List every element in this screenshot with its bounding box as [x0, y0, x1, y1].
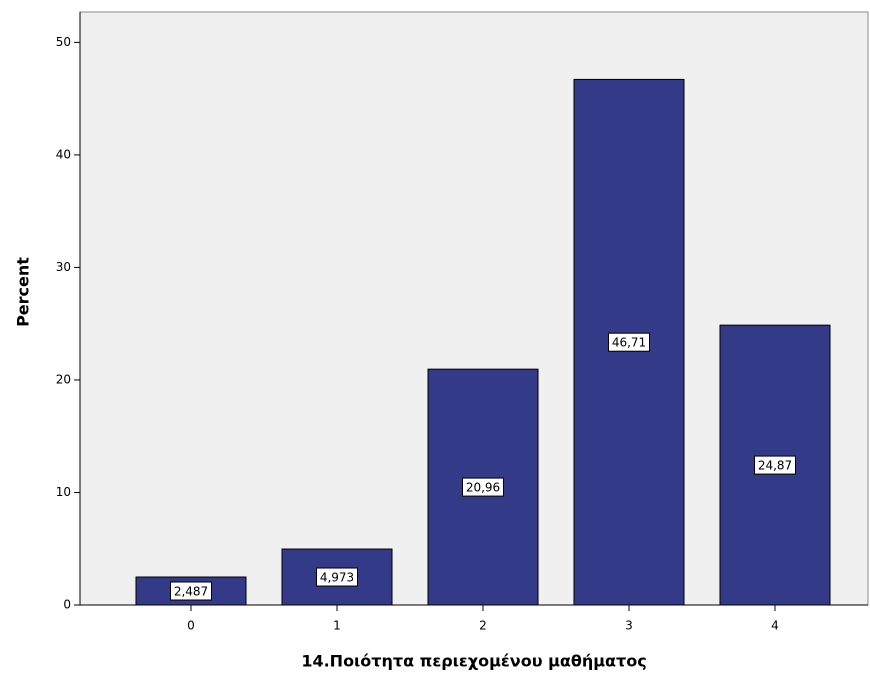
value-label: 46,71	[612, 336, 646, 350]
y-tick-label: 0	[63, 598, 71, 612]
x-tick-label: 2	[479, 619, 487, 633]
y-tick-label: 40	[56, 147, 71, 161]
x-tick-label: 4	[771, 619, 779, 633]
y-tick-label: 20	[56, 372, 71, 386]
x-axis-title: 14.Ποιότητα περιεχομένου μαθήματος	[301, 652, 646, 671]
value-label-box	[462, 477, 504, 497]
value-label-box	[316, 567, 358, 587]
value-label: 4,973	[320, 571, 354, 585]
y-tick-label: 50	[56, 35, 71, 49]
value-label: 20,96	[466, 481, 500, 495]
x-tick-label: 3	[625, 619, 633, 633]
value-label: 24,87	[758, 459, 792, 473]
value-label-box	[754, 455, 796, 475]
value-label-box	[608, 332, 650, 352]
y-tick-label: 10	[56, 485, 71, 499]
x-tick-label: 0	[187, 619, 195, 633]
x-tick-label: 1	[333, 619, 341, 633]
value-label-box	[170, 581, 212, 601]
value-label: 2,487	[174, 585, 208, 599]
y-axis-title: Percent	[14, 257, 33, 327]
y-tick-label: 30	[56, 260, 71, 274]
